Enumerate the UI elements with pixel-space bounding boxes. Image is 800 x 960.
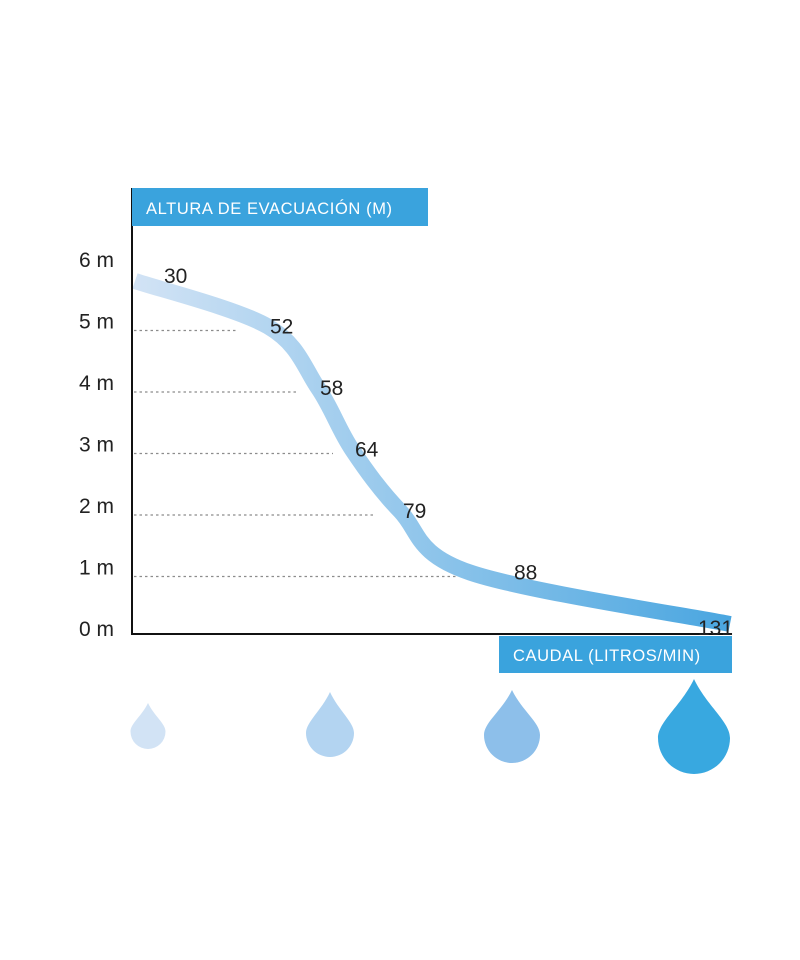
x-axis-title: CAUDAL (LITROS/MIN) <box>513 647 701 665</box>
water-drop-icon <box>306 692 354 757</box>
data-label: 52 <box>270 316 293 339</box>
data-labels: 30 52 58 64 79 88 131 <box>164 265 733 640</box>
data-label: 64 <box>355 439 379 462</box>
data-label: 79 <box>403 500 426 523</box>
y-tick-label: 0 m <box>79 618 114 641</box>
y-axis-title-box <box>132 188 428 226</box>
y-tick-label: 4 m <box>79 372 114 395</box>
water-drop-icon <box>658 679 730 774</box>
guide-lines <box>134 329 456 578</box>
water-drop-icon <box>130 703 166 749</box>
flow-curve <box>132 273 732 632</box>
water-drop-icon <box>484 690 540 763</box>
data-label: 58 <box>320 377 343 400</box>
water-drops <box>130 679 730 774</box>
y-axis-title: ALTURA DE EVACUACIÓN (M) <box>146 199 393 218</box>
y-tick-label: 1 m <box>79 557 114 580</box>
data-label: 131 <box>698 617 733 640</box>
y-tick-labels: 0 m 1 m 2 m 3 m 4 m 5 m 6 m <box>79 249 114 641</box>
data-label: 88 <box>514 562 537 585</box>
y-tick-label: 6 m <box>79 249 114 272</box>
y-tick-label: 5 m <box>79 311 114 334</box>
data-label: 30 <box>164 265 187 288</box>
y-tick-label: 3 m <box>79 434 114 457</box>
x-axis-title-box <box>499 636 732 673</box>
y-tick-label: 2 m <box>79 495 114 518</box>
